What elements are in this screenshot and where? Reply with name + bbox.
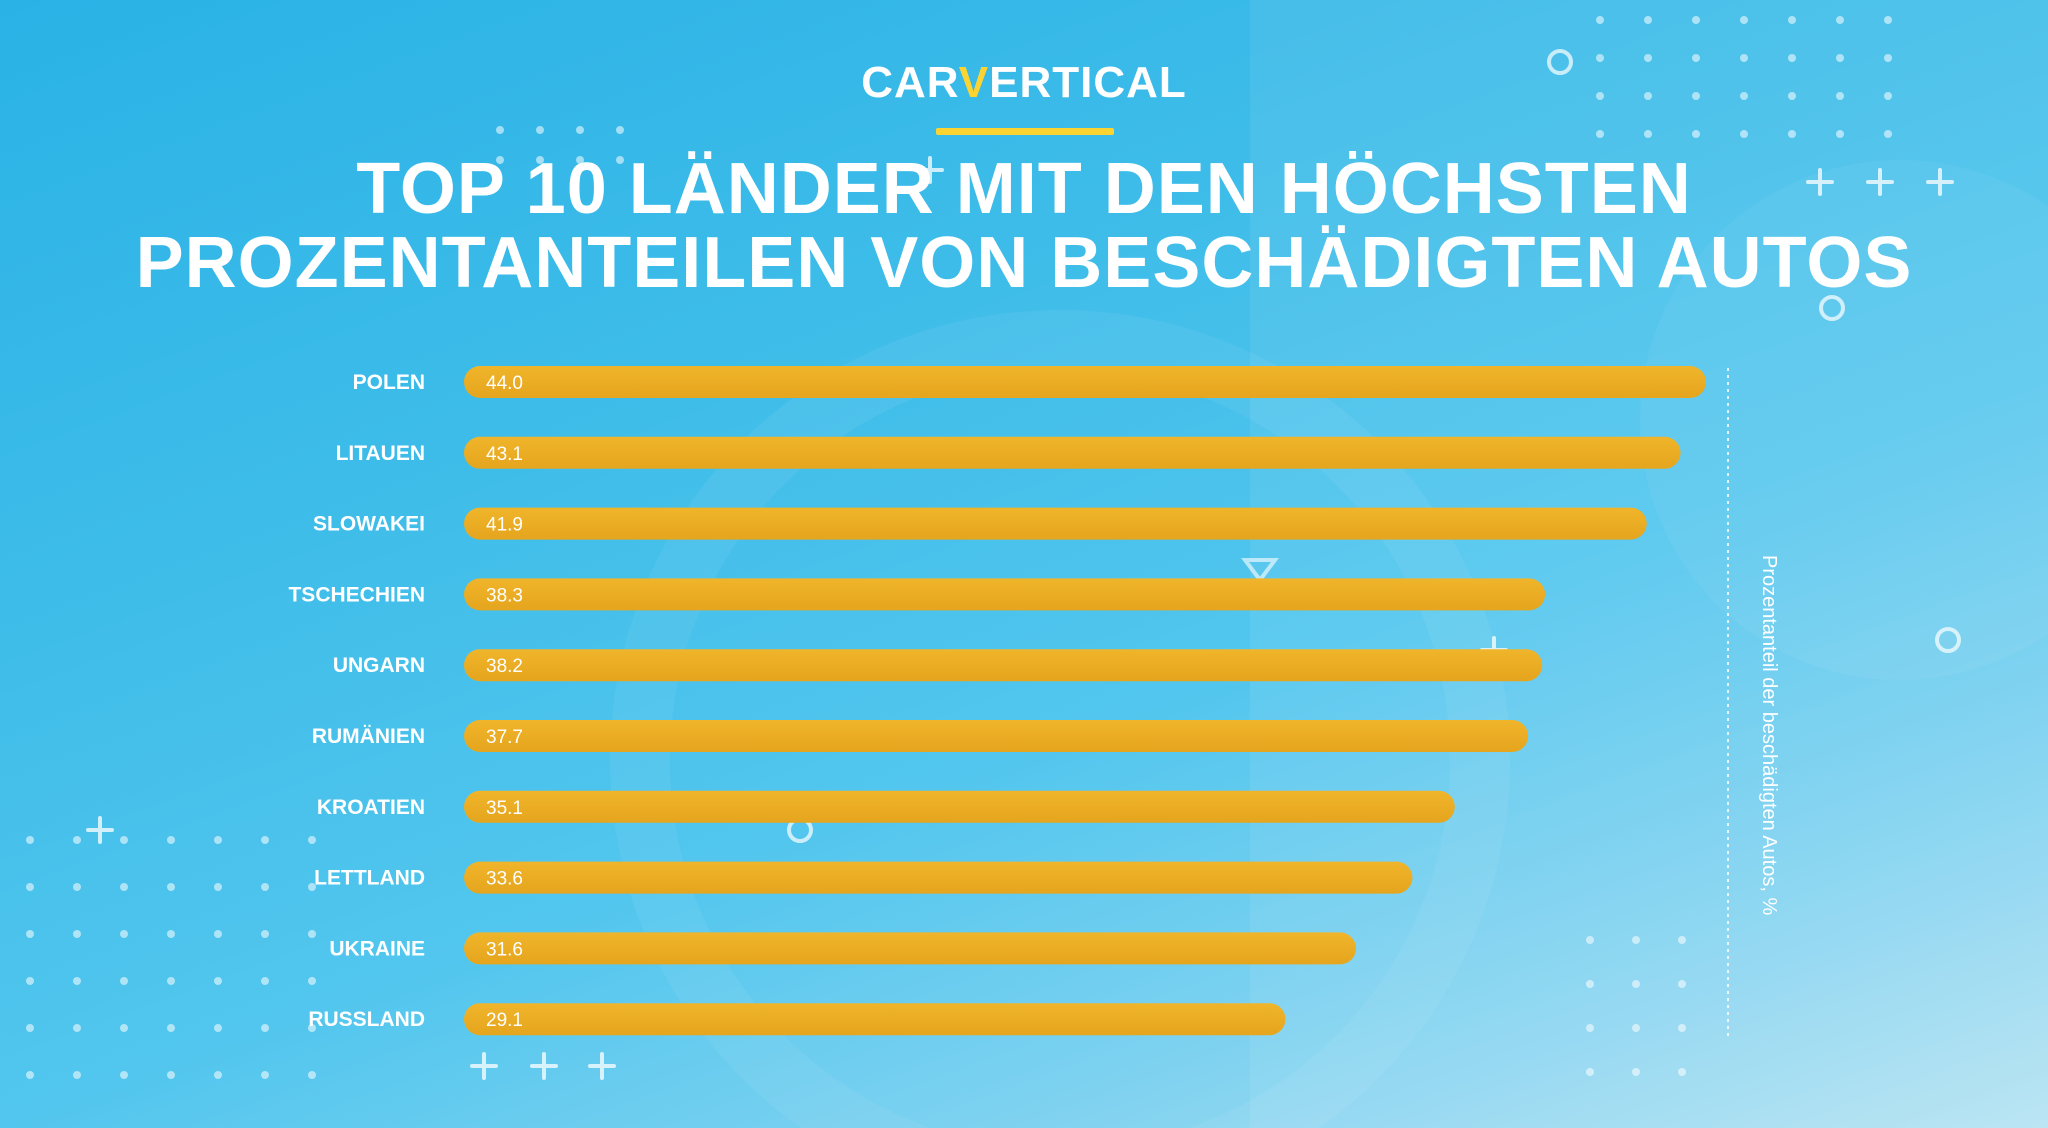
category-label: LITAUEN — [336, 442, 425, 465]
bar-slowakei — [464, 507, 1647, 540]
title-line-2: PROZENTANTEILEN VON BESCHÄDIGTEN AUTOS — [135, 223, 1913, 303]
title-line-1: TOP 10 LÄNDER MIT DEN HÖCHSTEN — [356, 149, 1692, 229]
value-label: 33.6 — [486, 869, 523, 890]
value-label: 29.1 — [486, 1010, 523, 1031]
category-label: RUSSLAND — [308, 1008, 425, 1031]
category-label: RUMÄNIEN — [312, 725, 425, 748]
value-label: 44.0 — [486, 373, 523, 394]
carvertical-logo: CARVERTICAL — [861, 58, 1187, 107]
category-label: SLOWAKEI — [313, 513, 425, 536]
category-label: UNGARN — [333, 654, 425, 677]
bar-lettland — [464, 861, 1413, 894]
bar-kroatien — [464, 790, 1455, 823]
category-label: LETTLAND — [314, 867, 425, 890]
value-label: 37.7 — [486, 727, 523, 748]
category-label: TSCHECHIEN — [288, 583, 425, 606]
value-label: 41.9 — [486, 515, 523, 536]
bar-tschechien — [464, 578, 1546, 611]
value-label: 31.6 — [486, 939, 523, 960]
value-label: 35.1 — [486, 798, 523, 819]
value-label: 38.3 — [486, 585, 523, 606]
value-label: 43.1 — [486, 444, 523, 465]
bar-rumänien — [464, 720, 1529, 752]
category-label: UKRAINE — [329, 937, 425, 960]
category-label: POLEN — [353, 371, 425, 394]
bar-litauen — [464, 436, 1681, 469]
value-label: 38.2 — [486, 656, 523, 677]
bar-ungarn — [464, 649, 1543, 682]
logo-underline — [936, 128, 1114, 135]
axis-label: Prozentanteil der beschädigten Autos, % — [1758, 555, 1780, 916]
bar-ukraine — [464, 932, 1356, 965]
category-label: KROATIEN — [317, 796, 425, 819]
bar-russland — [464, 1003, 1286, 1036]
bar-polen — [464, 366, 1706, 398]
chart-title: TOP 10 LÄNDER MIT DEN HÖCHSTEN PROZENTAN… — [0, 152, 2048, 300]
